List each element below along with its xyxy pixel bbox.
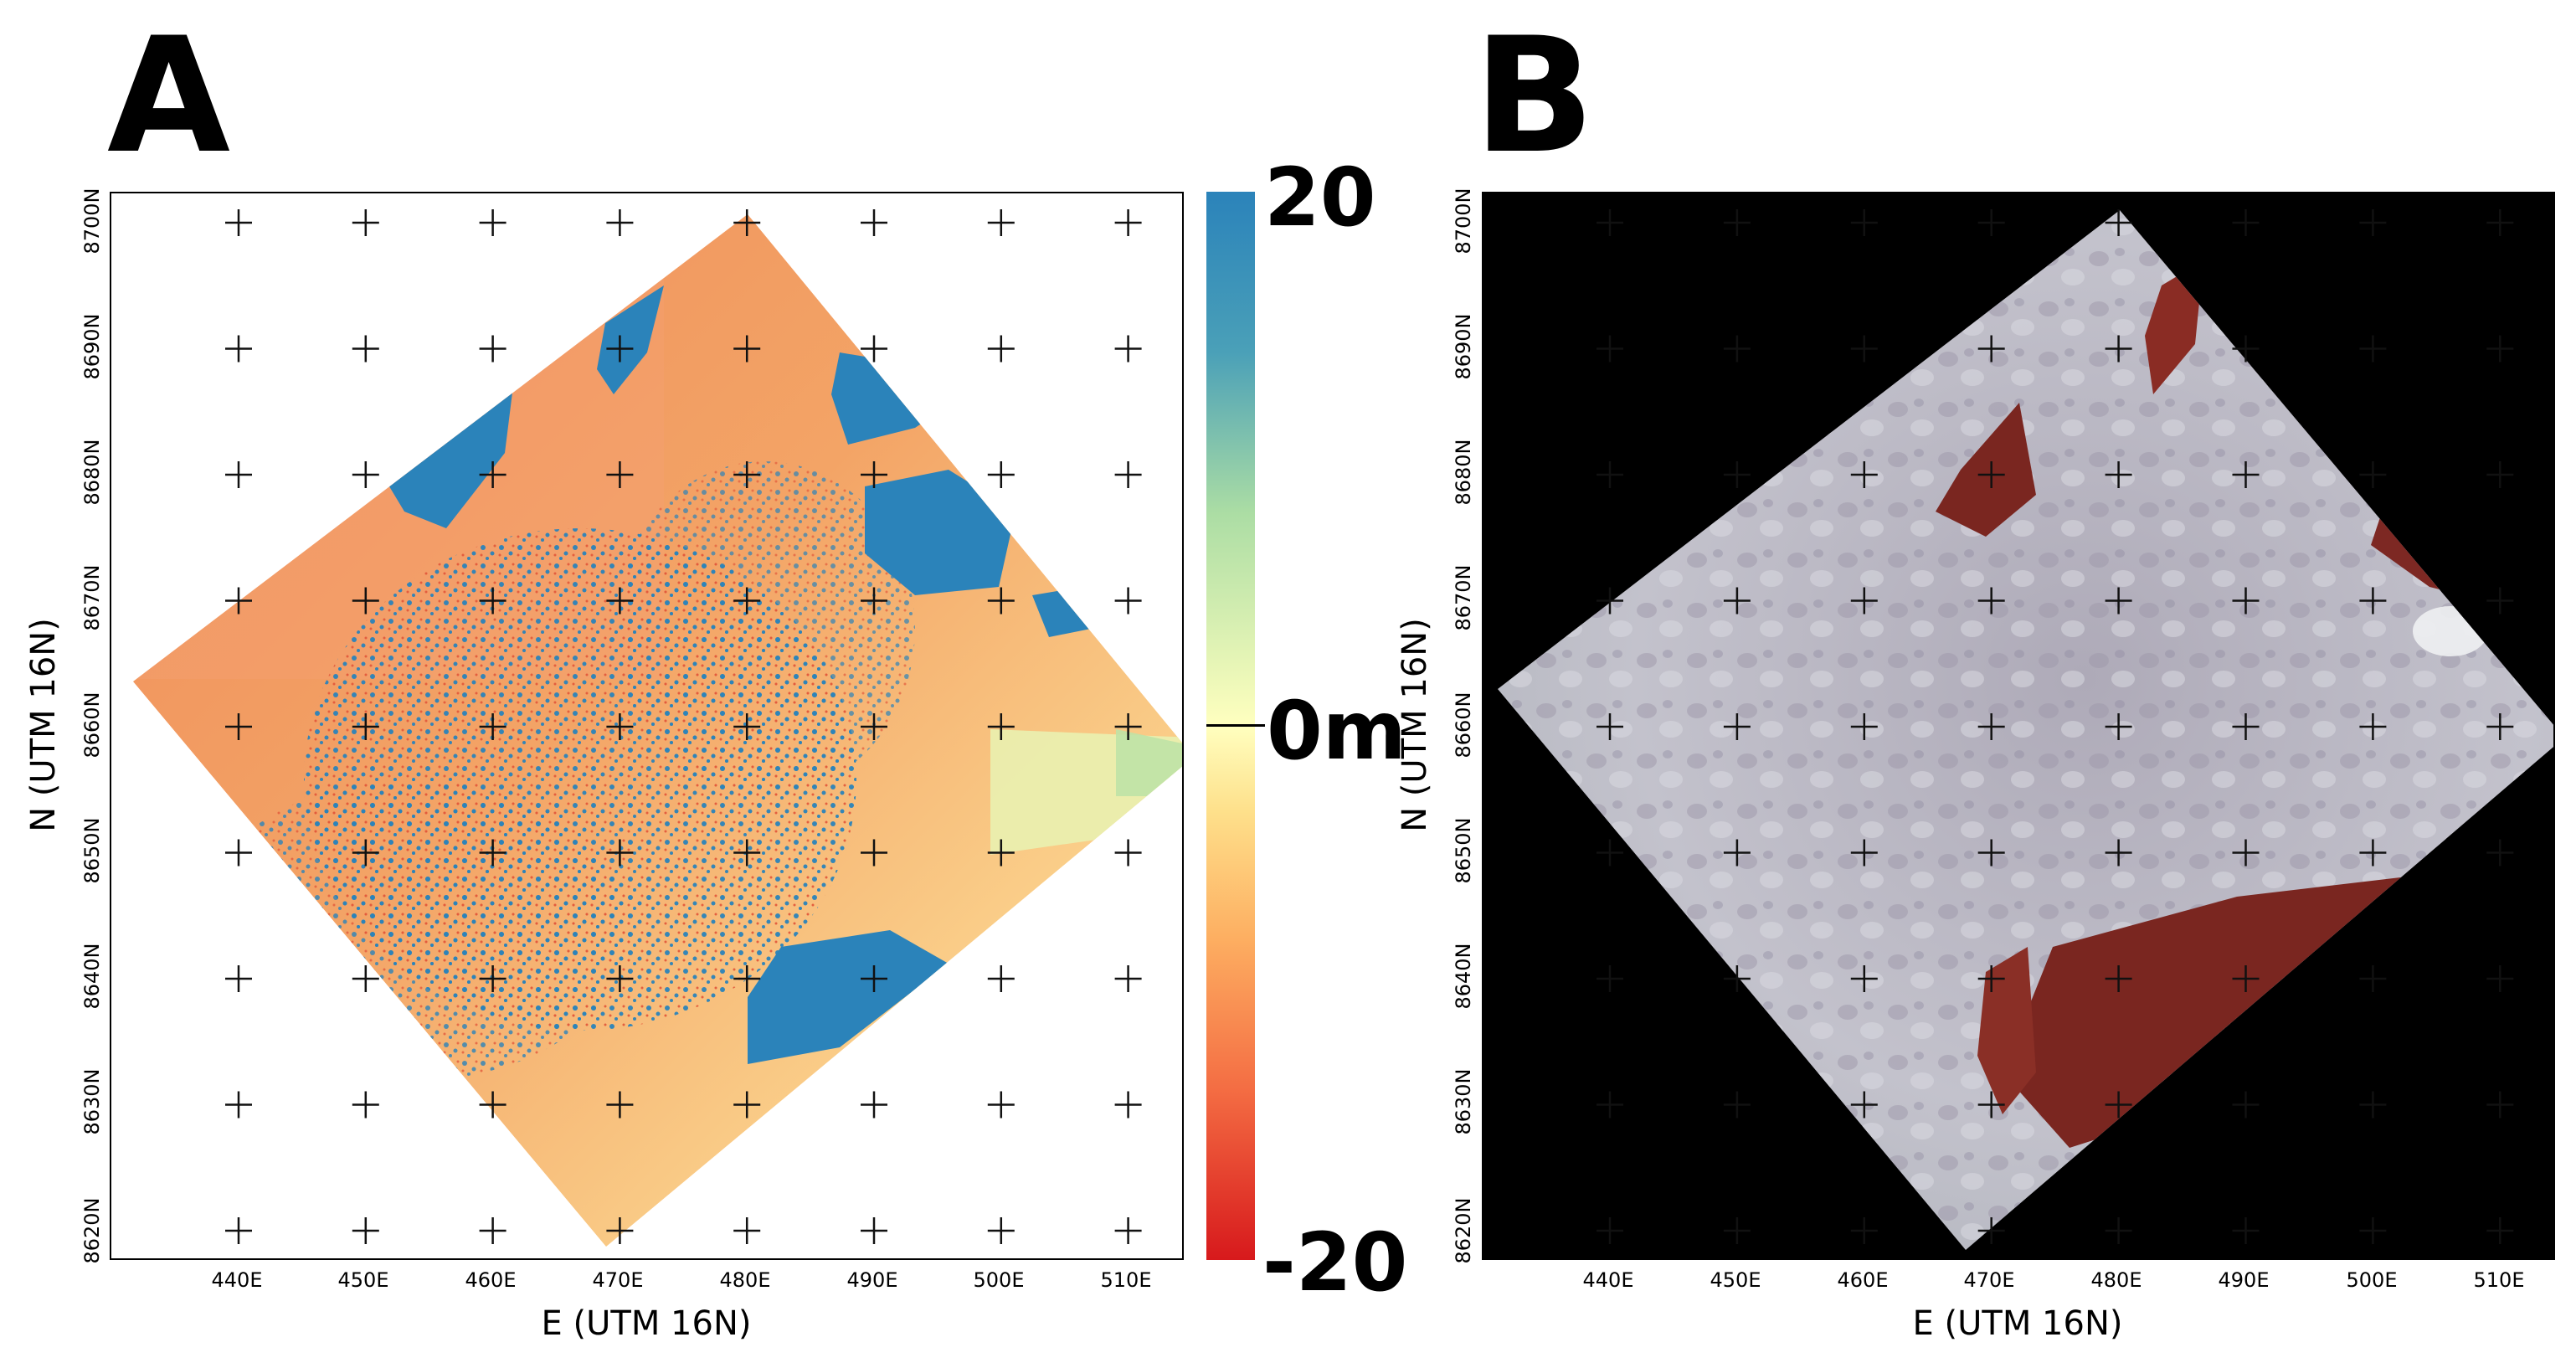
panel-b-letter: B: [1473, 3, 1595, 188]
panel-b-y-tick: 8680N: [1452, 439, 1475, 506]
panel-a-x-tick: 450E: [337, 1268, 389, 1292]
panel-a-y-tick: 8670N: [80, 564, 104, 631]
panel-a-y-tick: 8680N: [80, 439, 104, 506]
colorbar-max-label: 20: [1264, 151, 1376, 244]
panel-a-y-tick: 8700N: [80, 188, 104, 255]
panel-b-y-tick: 8640N: [1452, 943, 1475, 1010]
panel-a-map-frame: [110, 192, 1184, 1260]
panel-a-y-axis-title: N (UTM 16N): [24, 618, 63, 832]
panel-a-letter: A: [107, 3, 231, 188]
panel-a-y-tick: 8630N: [80, 1068, 104, 1135]
panel-b-y-tick: 8690N: [1452, 313, 1475, 380]
panel-a-y-tick: 8690N: [80, 313, 104, 380]
panel-b-y-axis-title: N (UTM 16N): [1396, 618, 1434, 832]
panel-a-y-tick: 8650N: [80, 817, 104, 884]
panel-a-x-tick: 460E: [465, 1268, 517, 1292]
panel-b-x-tick: 500E: [2346, 1268, 2398, 1292]
panel-b-y-tick: 8660N: [1452, 692, 1475, 759]
panel-b-y-tick: 8620N: [1452, 1197, 1475, 1264]
colorbar-zero-tick: [1206, 724, 1265, 727]
panel-b-x-tick: 480E: [2090, 1268, 2142, 1292]
panel-b-y-tick: 8630N: [1452, 1068, 1475, 1135]
panel-a-x-tick: 490E: [846, 1268, 898, 1292]
panel-a-x-tick: 480E: [719, 1268, 771, 1292]
panel-b-x-tick: 490E: [2218, 1268, 2270, 1292]
panel-a-x-tick: 510E: [1100, 1268, 1152, 1292]
panel-a-x-tick: 500E: [973, 1268, 1025, 1292]
panel-b-x-axis-title: E (UTM 16N): [1912, 1304, 2123, 1343]
panel-b-satellite-image: [1498, 209, 2553, 1250]
panel-b-x-tick: 440E: [1582, 1268, 1634, 1292]
panel-b-x-tick: 470E: [1963, 1268, 2015, 1292]
panel-b-x-tick: 450E: [1710, 1268, 1761, 1292]
panel-b-map-frame: [1482, 192, 2555, 1260]
panel-a-x-tick: 440E: [211, 1268, 263, 1292]
panel-a-y-tick: 8660N: [80, 692, 104, 759]
panel-b-y-tick: 8700N: [1452, 188, 1475, 255]
panel-b-x-tick: 460E: [1837, 1268, 1889, 1292]
panel-a-y-tick: 8640N: [80, 943, 104, 1010]
colorbar-mid-label: 0m: [1267, 684, 1406, 778]
panel-a-x-tick: 470E: [592, 1268, 644, 1292]
panel-a-y-tick: 8620N: [80, 1197, 104, 1264]
colorbar-min-label: -20: [1262, 1216, 1408, 1309]
panel-b-x-tick: 510E: [2473, 1268, 2525, 1292]
panel-b-y-tick: 8670N: [1452, 564, 1475, 631]
panel-a-elevation-difference-map: [133, 209, 1182, 1247]
panel-a-x-axis-title: E (UTM 16N): [541, 1304, 752, 1343]
panel-b-y-tick: 8650N: [1452, 817, 1475, 884]
